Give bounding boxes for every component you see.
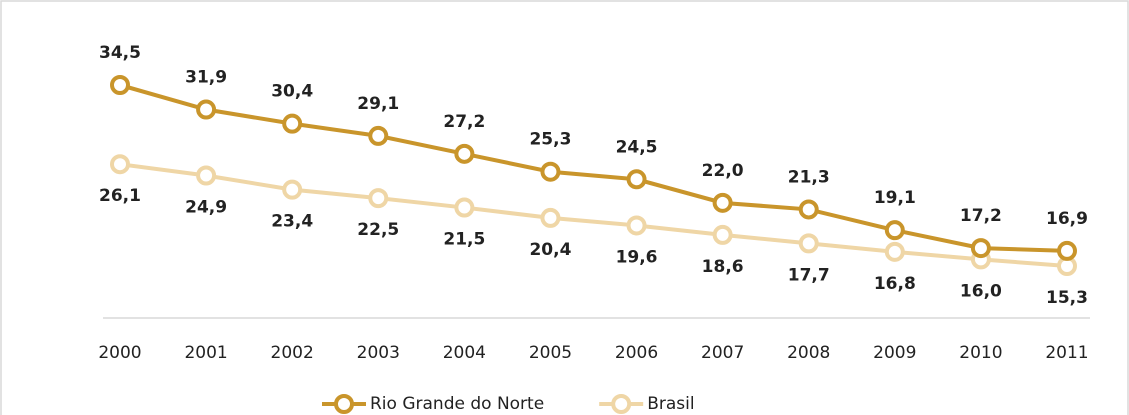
data-label: 24,9 bbox=[185, 198, 227, 218]
point-marker bbox=[884, 241, 905, 262]
x-tick-label: 2005 bbox=[529, 343, 572, 363]
series-line bbox=[119, 83, 1068, 253]
point-marker bbox=[110, 75, 130, 95]
data-label: 25,3 bbox=[529, 130, 571, 150]
data-label: 17,2 bbox=[960, 206, 1002, 226]
data-label: 30,4 bbox=[271, 82, 313, 102]
x-tick-label: 2001 bbox=[184, 343, 227, 363]
point-marker bbox=[798, 199, 819, 220]
data-label: 31,9 bbox=[185, 68, 227, 88]
data-label: 17,7 bbox=[788, 265, 830, 285]
data-label: 16,0 bbox=[960, 281, 1002, 301]
legend-marker bbox=[611, 394, 632, 414]
point-marker bbox=[712, 192, 733, 213]
point-marker bbox=[884, 220, 905, 241]
data-label: 26,1 bbox=[99, 186, 141, 206]
point-marker bbox=[454, 197, 475, 218]
series-line bbox=[119, 162, 1068, 268]
point-marker bbox=[712, 224, 733, 245]
data-label: 19,6 bbox=[616, 247, 658, 267]
legend-label: Brasil bbox=[647, 394, 694, 414]
x-tick-label: 2003 bbox=[357, 343, 400, 363]
x-tick-label: 2009 bbox=[873, 343, 916, 363]
x-tick-label: 2008 bbox=[787, 343, 830, 363]
point-marker bbox=[110, 154, 130, 175]
point-marker bbox=[540, 207, 561, 228]
point-marker bbox=[196, 165, 217, 186]
point-marker bbox=[798, 233, 819, 254]
x-tick-label: 2004 bbox=[443, 343, 486, 363]
data-label: 20,4 bbox=[529, 240, 571, 260]
data-label: 22,5 bbox=[357, 220, 399, 240]
x-tick-label: 2011 bbox=[1045, 343, 1088, 363]
point-marker bbox=[368, 188, 389, 209]
x-tick-label: 2010 bbox=[959, 343, 1002, 363]
legend-label: Rio Grande do Norte bbox=[370, 394, 544, 414]
x-tick-label: 2002 bbox=[271, 343, 314, 363]
data-label: 19,1 bbox=[874, 188, 916, 208]
data-label: 15,3 bbox=[1046, 288, 1088, 308]
legend-marker bbox=[334, 394, 354, 414]
point-marker bbox=[454, 143, 475, 164]
point-marker bbox=[282, 179, 303, 200]
x-tick-label: 2006 bbox=[615, 343, 658, 363]
data-label: 24,5 bbox=[616, 137, 658, 157]
data-label: 16,8 bbox=[874, 274, 916, 294]
data-label: 34,5 bbox=[99, 43, 141, 63]
point-marker bbox=[1057, 240, 1077, 261]
data-label: 18,6 bbox=[702, 257, 744, 277]
point-marker bbox=[368, 125, 389, 146]
data-label: 23,4 bbox=[271, 212, 313, 232]
data-label: 21,5 bbox=[443, 230, 485, 250]
data-label: 22,0 bbox=[702, 161, 744, 181]
point-marker bbox=[540, 161, 561, 182]
point-marker bbox=[626, 169, 647, 190]
point-marker bbox=[282, 113, 303, 134]
point-marker bbox=[196, 99, 217, 120]
x-tick-label: 2000 bbox=[98, 343, 141, 363]
data-label: 29,1 bbox=[357, 94, 399, 114]
data-label: 16,9 bbox=[1046, 209, 1088, 229]
data-label: 21,3 bbox=[788, 167, 830, 187]
x-tick-label: 2007 bbox=[701, 343, 744, 363]
data-label: 27,2 bbox=[443, 112, 485, 132]
point-marker bbox=[626, 215, 647, 236]
point-marker bbox=[970, 238, 991, 259]
